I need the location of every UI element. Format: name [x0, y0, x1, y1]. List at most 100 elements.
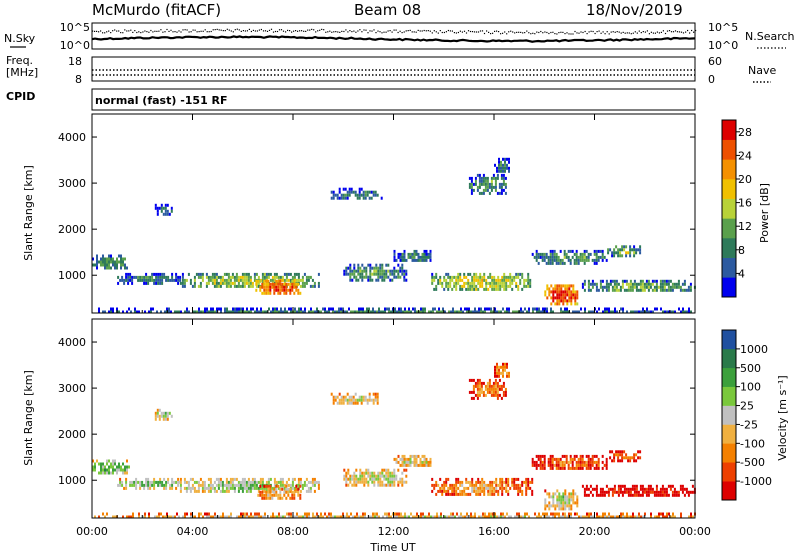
echo-cell — [185, 278, 188, 282]
echo-cell — [279, 480, 282, 484]
echo-cell — [235, 483, 238, 487]
noise-search-point — [98, 31, 100, 33]
noise-search-point — [260, 28, 262, 31]
echo-cell — [226, 515, 228, 519]
echo-cell — [261, 291, 264, 295]
echo-cell — [604, 307, 606, 311]
echo-cell — [345, 269, 348, 273]
echo-cell — [605, 258, 608, 262]
echo-cell — [535, 252, 538, 256]
echo-cell — [293, 493, 296, 497]
echo-cell — [387, 269, 390, 273]
echo-cell — [443, 483, 446, 487]
echo-cell — [552, 498, 555, 502]
echo-cell — [258, 515, 260, 519]
echo-cell — [401, 266, 404, 270]
echo-cell — [647, 487, 650, 491]
echo-cell — [479, 281, 482, 285]
noise-search-point — [252, 29, 254, 31]
echo-cell — [431, 281, 434, 285]
echo-cell — [625, 456, 628, 460]
echo-cell — [403, 457, 406, 461]
echo-cell — [639, 248, 642, 252]
echo-cell — [135, 480, 138, 484]
noise-search-point — [490, 33, 492, 35]
echo-cell — [235, 272, 238, 276]
echo-cell — [229, 281, 232, 285]
echo-cell — [147, 281, 150, 285]
echo-cell — [305, 477, 308, 481]
echo-cell — [246, 515, 248, 519]
echo-cell — [496, 173, 499, 177]
echo-cell — [620, 307, 622, 311]
noise-search-point — [650, 31, 652, 33]
echo-cell — [119, 477, 122, 481]
echo-cell — [491, 284, 494, 288]
echo-cell — [119, 278, 122, 282]
echo-cell — [617, 251, 620, 255]
echo-cell — [544, 501, 547, 505]
noise-search-point — [598, 30, 600, 32]
noise-search-point — [178, 30, 180, 32]
echo-cell — [508, 515, 510, 519]
echo-cell — [253, 486, 256, 490]
echo-cell — [551, 261, 554, 265]
echo-cell — [516, 515, 518, 519]
echo-cell — [505, 275, 508, 279]
echo-cell — [524, 512, 526, 516]
echo-cell — [376, 515, 378, 519]
echo-cell — [597, 249, 600, 253]
echo-cell — [638, 512, 640, 516]
echo-cell — [595, 261, 598, 265]
echo-cell — [427, 252, 430, 256]
echo-cell — [589, 484, 592, 488]
echo-cell — [293, 282, 296, 286]
echo-cell — [104, 266, 106, 270]
echo-cell — [558, 284, 561, 288]
echo-cell — [564, 498, 567, 502]
echo-cell — [483, 489, 486, 493]
echo-cell — [558, 512, 560, 516]
echo-cell — [388, 310, 390, 314]
echo-cell — [629, 456, 632, 460]
echo-cell — [304, 515, 306, 519]
echo-cell — [408, 310, 410, 314]
echo-cell — [164, 212, 167, 216]
echo-cell — [569, 466, 572, 470]
echo-cell — [475, 284, 478, 288]
echo-cell — [486, 387, 489, 391]
echo-cell — [447, 287, 450, 291]
echo-cell — [359, 474, 362, 478]
echo-cell — [349, 263, 352, 267]
noise-right-tick-top: 10^5 — [708, 21, 738, 34]
echo-cell — [486, 381, 489, 385]
echo-cell — [273, 288, 276, 292]
echo-cell — [475, 272, 478, 276]
echo-cell — [673, 493, 676, 497]
power-colorbar-swatch — [722, 179, 736, 199]
echo-cell — [631, 484, 634, 488]
echo-cell — [589, 460, 592, 464]
echo-cell — [687, 288, 690, 292]
echo-cell — [201, 489, 204, 493]
noise-search-point — [556, 33, 558, 35]
echo-cell — [275, 484, 278, 488]
echo-cell — [420, 307, 422, 311]
echo-cell — [681, 282, 684, 286]
echo-cell — [263, 484, 266, 488]
velocity-ylabel: Slant Range [km] — [22, 370, 35, 466]
echo-cell — [576, 501, 579, 505]
echo-cell — [156, 411, 159, 415]
echo-cell — [552, 515, 554, 519]
echo-cell — [369, 477, 372, 481]
echo-cell — [595, 466, 598, 470]
echo-cell — [231, 275, 234, 279]
echo-cell — [508, 310, 510, 314]
echo-cell — [670, 515, 672, 519]
noise-search-point — [371, 30, 373, 32]
echo-cell — [494, 387, 497, 391]
echo-cell — [114, 266, 116, 270]
echo-cell — [560, 501, 563, 505]
echo-cell — [515, 284, 518, 288]
echo-cell — [500, 387, 503, 391]
